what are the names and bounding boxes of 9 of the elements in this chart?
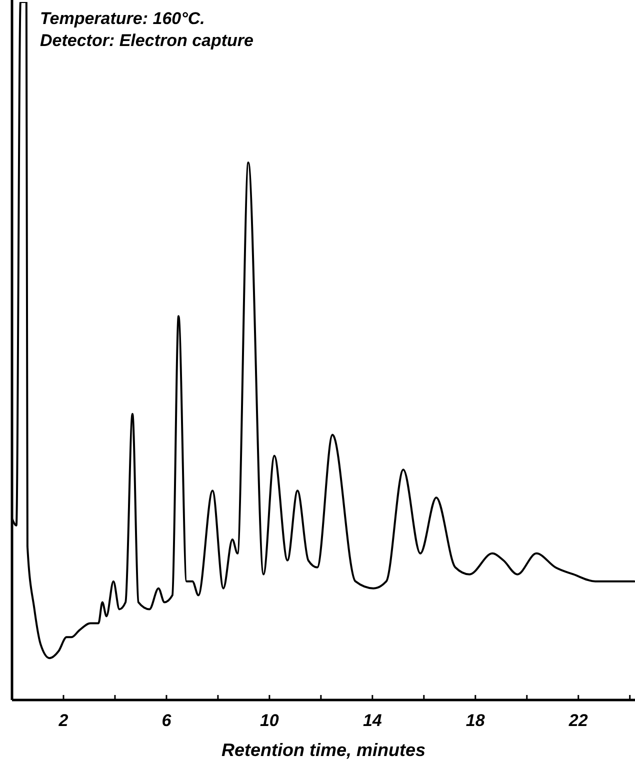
annotation: Detector: Electron capture [40, 31, 254, 50]
x-tick-label: 14 [362, 711, 382, 730]
x-tick-label: 6 [162, 711, 172, 730]
x-tick-label: 10 [260, 711, 280, 730]
x-tick-label: 2 [58, 711, 69, 730]
x-tick-label: 18 [466, 711, 486, 730]
x-tick-label: 22 [568, 711, 588, 730]
annotation: Temperature: 160°C. [40, 9, 205, 28]
x-axis-title: Retention time, minutes [221, 740, 426, 760]
